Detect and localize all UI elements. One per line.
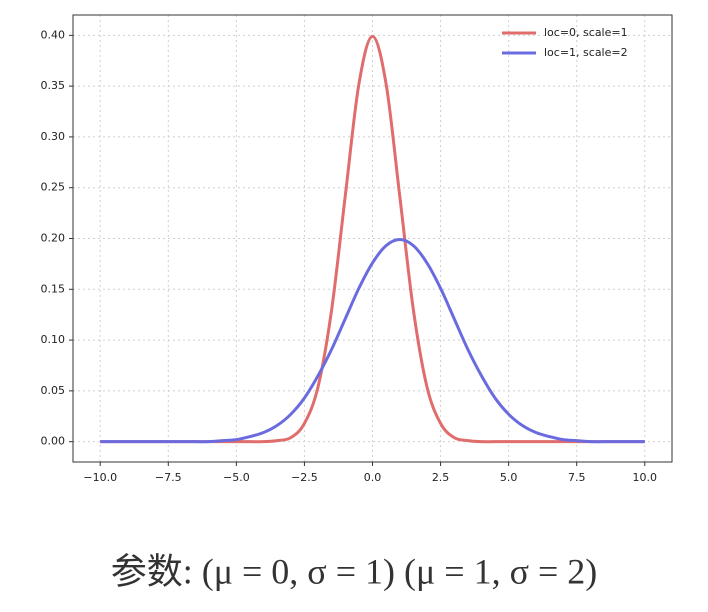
legend-label: loc=1, scale=2 bbox=[544, 46, 628, 59]
x-tick-label: 7.5 bbox=[568, 471, 586, 484]
x-tick-label: −10.0 bbox=[83, 471, 117, 484]
legend-label: loc=0, scale=1 bbox=[544, 26, 628, 39]
y-tick-label: 0.20 bbox=[41, 232, 66, 245]
y-tick-label: 0.30 bbox=[41, 130, 66, 143]
x-tick-label: 2.5 bbox=[432, 471, 450, 484]
x-tick-label: 5.0 bbox=[500, 471, 518, 484]
y-tick-label: 0.35 bbox=[41, 79, 66, 92]
y-tick-label: 0.00 bbox=[41, 435, 66, 448]
x-tick-label: −5.0 bbox=[223, 471, 250, 484]
y-tick-label: 0.25 bbox=[41, 181, 66, 194]
caption: 参数: (μ = 0, σ = 1) (μ = 1, σ = 2) bbox=[111, 551, 598, 591]
y-tick-label: 0.10 bbox=[41, 333, 66, 346]
x-tick-label: −7.5 bbox=[155, 471, 182, 484]
x-tick-label: 10.0 bbox=[633, 471, 658, 484]
x-tick-label: −2.5 bbox=[291, 471, 318, 484]
y-tick-label: 0.05 bbox=[41, 384, 66, 397]
x-tick-label: 0.0 bbox=[364, 471, 382, 484]
y-tick-label: 0.15 bbox=[41, 282, 66, 295]
plot-frame bbox=[72, 14, 673, 463]
y-tick-label: 0.40 bbox=[41, 28, 66, 41]
series-line bbox=[100, 238, 645, 444]
